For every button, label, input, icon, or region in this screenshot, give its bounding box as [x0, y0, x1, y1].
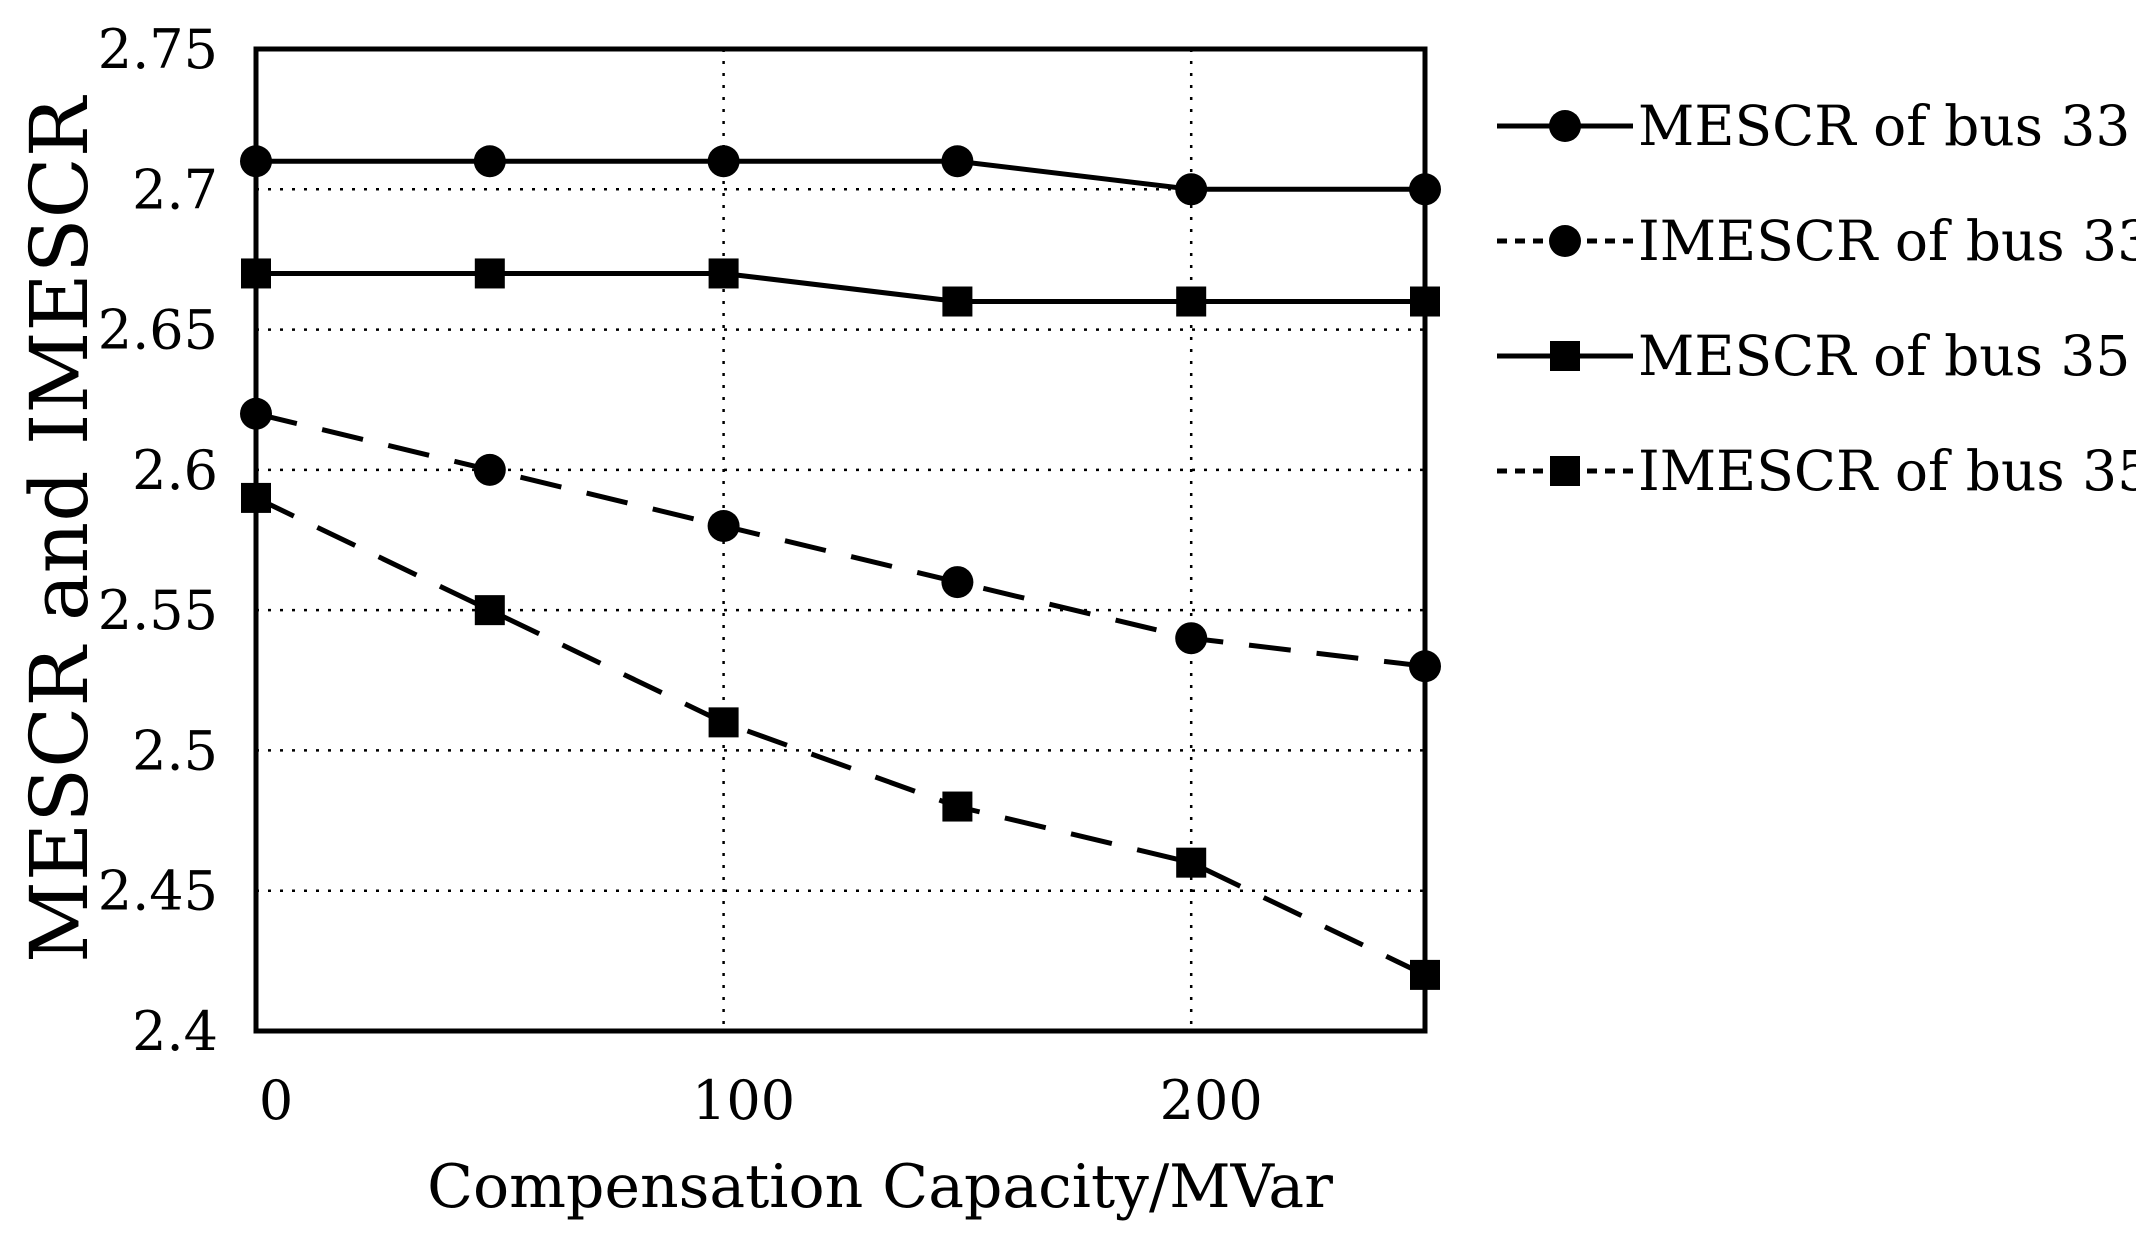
y-tick-label: 2.55 — [98, 579, 218, 642]
data-point-mescr-of-bus-33 — [941, 145, 974, 178]
y-axis-ticks: 2.4 2.45 2.5 2.55 2.6 2.65 2.7 2.75 — [98, 18, 218, 1063]
legend-entry-mescr-of-bus-33: MESCR of bus 33 — [1497, 94, 2130, 158]
series-line-mescr-of-bus-35 — [256, 270, 1425, 305]
legend-label: IMESCR of bus 33 — [1638, 209, 2136, 273]
series-imescr-of-bus-33 — [240, 397, 1441, 683]
series-line-imescr-of-bus-33 — [255, 411, 1426, 669]
data-point-imescr-of-bus-33 — [941, 566, 974, 599]
data-point-imescr-of-bus-33 — [1175, 622, 1208, 655]
y-tick-label: 2.6 — [132, 439, 218, 502]
series-mescr-of-bus-35 — [241, 258, 1440, 317]
y-tick-label: 2.45 — [98, 860, 218, 923]
legend-label: MESCR of bus 35 — [1638, 324, 2130, 388]
y-tick-label: 2.75 — [98, 18, 218, 81]
legend: MESCR of bus 33 IMESCR of bus 33 MESCR of … — [1497, 94, 2136, 503]
x-tick-label: 0 — [259, 1069, 293, 1132]
series-mescr-of-bus-33 — [240, 145, 1441, 206]
x-axis-title: Compensation Capacity/MVar — [427, 1152, 1333, 1222]
x-tick-label: 200 — [1160, 1069, 1263, 1132]
y-tick-label: 2.7 — [132, 158, 218, 221]
series-line-imescr-of-bus-35 — [254, 495, 1427, 978]
data-point-mescr-of-bus-35 — [708, 258, 739, 289]
data-point-mescr-of-bus-35 — [1176, 286, 1207, 317]
data-point-imescr-of-bus-35 — [708, 707, 739, 738]
plot-series — [240, 145, 1441, 990]
legend-entry-imescr-of-bus-35: IMESCR of bus 35 — [1497, 439, 2136, 503]
legend-entry-mescr-of-bus-35: MESCR of bus 35 — [1497, 324, 2130, 388]
legend-marker — [1549, 225, 1581, 257]
data-point-imescr-of-bus-35 — [942, 791, 973, 822]
y-tick-label: 2.65 — [98, 299, 218, 362]
legend-marker — [1550, 456, 1580, 486]
y-tick-label: 2.5 — [132, 719, 218, 782]
x-axis-ticks: 0 100 200 — [259, 1069, 1263, 1132]
y-axis-title: MESCR and IMESCR — [13, 94, 106, 963]
data-point-mescr-of-bus-35 — [474, 258, 505, 289]
y-tick-label: 2.4 — [132, 1000, 218, 1063]
data-point-imescr-of-bus-35 — [474, 595, 505, 626]
legend-marker — [1550, 341, 1580, 371]
data-point-imescr-of-bus-33 — [473, 453, 506, 486]
data-point-mescr-of-bus-33 — [1175, 173, 1208, 206]
plot-frame — [253, 46, 1428, 1034]
data-point-imescr-of-bus-33 — [707, 509, 740, 542]
legend-marker — [1549, 110, 1581, 142]
grid-lines — [256, 49, 1425, 1031]
x-tick-label: 100 — [692, 1069, 795, 1132]
data-point-imescr-of-bus-35 — [1176, 847, 1207, 878]
data-point-mescr-of-bus-35 — [942, 286, 973, 317]
legend-label: IMESCR of bus 35 — [1638, 439, 2136, 503]
legend-label: MESCR of bus 33 — [1638, 94, 2130, 158]
series-imescr-of-bus-35 — [241, 482, 1440, 990]
data-point-mescr-of-bus-33 — [707, 145, 740, 178]
legend-entry-imescr-of-bus-33: IMESCR of bus 33 — [1497, 209, 2136, 273]
data-point-mescr-of-bus-33 — [473, 145, 506, 178]
series-line-mescr-of-bus-33 — [256, 158, 1425, 192]
